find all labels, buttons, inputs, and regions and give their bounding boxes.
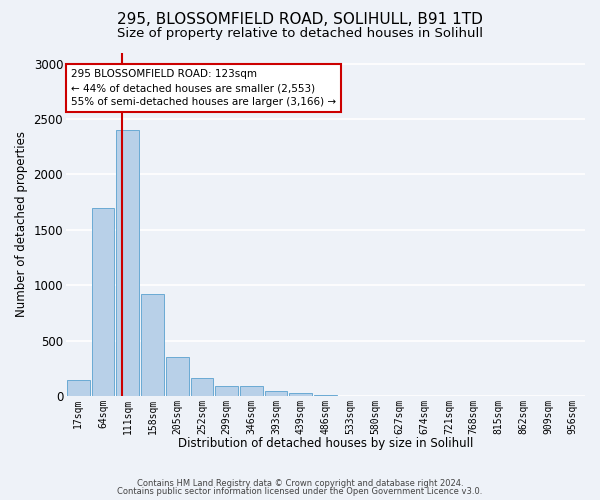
X-axis label: Distribution of detached houses by size in Solihull: Distribution of detached houses by size …	[178, 437, 473, 450]
Bar	[289, 393, 312, 396]
Bar	[166, 358, 188, 396]
Bar	[92, 208, 115, 396]
Y-axis label: Number of detached properties: Number of detached properties	[15, 132, 28, 318]
Bar	[116, 130, 139, 396]
Bar	[67, 380, 89, 396]
Text: 295, BLOSSOMFIELD ROAD, SOLIHULL, B91 1TD: 295, BLOSSOMFIELD ROAD, SOLIHULL, B91 1T…	[117, 12, 483, 28]
Text: Contains public sector information licensed under the Open Government Licence v3: Contains public sector information licen…	[118, 487, 482, 496]
Bar	[191, 378, 213, 396]
Bar	[215, 386, 238, 396]
Text: Contains HM Land Registry data © Crown copyright and database right 2024.: Contains HM Land Registry data © Crown c…	[137, 478, 463, 488]
Bar	[240, 386, 263, 396]
Bar	[314, 395, 337, 396]
Bar	[141, 294, 164, 396]
Bar	[265, 390, 287, 396]
Text: 295 BLOSSOMFIELD ROAD: 123sqm
← 44% of detached houses are smaller (2,553)
55% o: 295 BLOSSOMFIELD ROAD: 123sqm ← 44% of d…	[71, 69, 336, 107]
Text: Size of property relative to detached houses in Solihull: Size of property relative to detached ho…	[117, 28, 483, 40]
